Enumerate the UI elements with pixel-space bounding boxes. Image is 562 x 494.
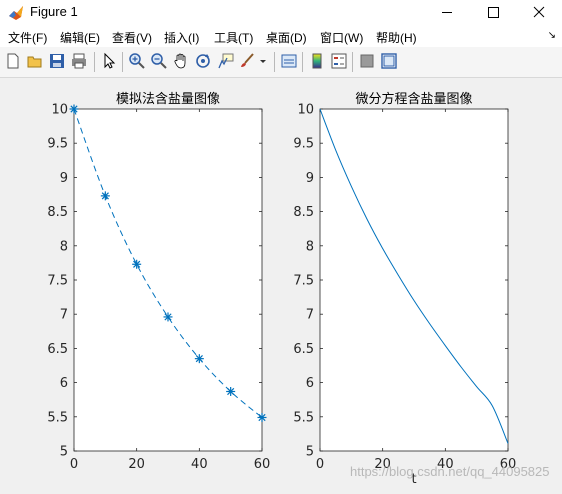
y-tick-label: 10 bbox=[297, 103, 314, 118]
zoom-out-icon[interactable] bbox=[150, 52, 168, 70]
y-tick-label: 8 bbox=[306, 239, 314, 254]
x-tick-label: 60 bbox=[500, 457, 517, 472]
data-point-marker bbox=[163, 312, 173, 322]
y-tick-label: 6.5 bbox=[293, 342, 314, 357]
y-tick-label: 6 bbox=[306, 376, 314, 391]
data-cursor-icon[interactable] bbox=[216, 52, 234, 70]
y-tick-label: 10 bbox=[51, 103, 68, 118]
x-tick-label: 0 bbox=[316, 457, 324, 472]
minimize-button[interactable] bbox=[424, 0, 470, 25]
menu-file[interactable]: 文件(F) bbox=[8, 31, 48, 45]
link-plot-icon[interactable] bbox=[280, 52, 298, 70]
watermark: https://blog.csdn.net/qq_44095825 bbox=[350, 464, 550, 479]
menu-insert[interactable]: 插入(I) bbox=[164, 31, 200, 45]
colorbar-icon[interactable] bbox=[308, 52, 326, 70]
axes-title: 模拟法含盐量图像 bbox=[116, 91, 220, 107]
plot-area bbox=[73, 108, 263, 452]
y-tick-label: 8.5 bbox=[293, 205, 314, 220]
new-file-icon[interactable] bbox=[4, 52, 22, 70]
y-tick-label: 7 bbox=[60, 308, 68, 323]
menu-help[interactable]: 帮助(H) bbox=[376, 31, 417, 45]
menu-desktop[interactable]: 桌面(D) bbox=[266, 31, 307, 45]
toolbar-separator bbox=[122, 52, 123, 72]
data-point-marker bbox=[132, 259, 142, 269]
hide-tools-icon[interactable] bbox=[358, 52, 376, 70]
zoom-in-icon[interactable] bbox=[128, 52, 146, 70]
data-point-marker bbox=[257, 412, 267, 422]
x-tick-label: 40 bbox=[191, 457, 208, 472]
y-tick-label: 9.5 bbox=[293, 137, 314, 152]
window-title: Figure 1 bbox=[30, 4, 78, 19]
maximize-button[interactable] bbox=[470, 0, 516, 25]
menu-tools[interactable]: 工具(T) bbox=[214, 31, 254, 45]
toolbar-separator bbox=[302, 52, 303, 72]
y-tick-label: 9.5 bbox=[47, 137, 68, 152]
print-icon[interactable] bbox=[70, 52, 88, 70]
y-tick-label: 7.5 bbox=[293, 274, 314, 289]
y-tick-label: 7 bbox=[306, 308, 314, 323]
save-icon[interactable] bbox=[48, 52, 66, 70]
close-button[interactable] bbox=[516, 0, 562, 25]
y-tick-label: 5 bbox=[60, 445, 68, 460]
y-tick-label: 9 bbox=[60, 171, 68, 186]
toolbar bbox=[0, 47, 562, 78]
series-line bbox=[73, 108, 263, 418]
pan-icon[interactable] bbox=[172, 52, 190, 70]
x-tick-label: 0 bbox=[70, 457, 78, 472]
y-tick-label: 5.5 bbox=[293, 410, 314, 425]
y-tick-label: 6.5 bbox=[47, 342, 68, 357]
data-point-marker bbox=[194, 354, 204, 364]
menu-view[interactable]: 查看(V) bbox=[112, 31, 152, 45]
rotate-icon[interactable] bbox=[194, 52, 212, 70]
x-tick-label: 20 bbox=[374, 457, 391, 472]
x-tick-label: 40 bbox=[437, 457, 454, 472]
toolbar-separator bbox=[94, 52, 95, 72]
toolbar-toggle-icon[interactable]: ↘ bbox=[547, 30, 556, 41]
data-point-marker bbox=[226, 386, 236, 396]
menu-edit[interactable]: 编辑(E) bbox=[60, 31, 100, 45]
menu-window[interactable]: 窗口(W) bbox=[320, 31, 364, 45]
axes-title: 微分方程含盐量图像 bbox=[355, 91, 472, 107]
axes-1: 模拟法含盐量图像 5 5.5 6 6.5 7 7.5 8 8.5 9 9.5 10 0 20 40 60 bbox=[47, 91, 270, 472]
y-tick-label: 5 bbox=[306, 445, 314, 460]
title-bar: Figure 1 bbox=[0, 0, 562, 25]
toolbar-separator bbox=[352, 52, 353, 72]
y-tick-label: 9 bbox=[306, 171, 314, 186]
y-tick-label: 8 bbox=[60, 239, 68, 254]
plot-area bbox=[319, 108, 509, 452]
series-line bbox=[319, 108, 509, 444]
show-tools-icon[interactable] bbox=[380, 52, 398, 70]
x-axis-label: t bbox=[411, 472, 416, 487]
data-point-marker bbox=[69, 104, 79, 114]
x-tick-label: 20 bbox=[128, 457, 145, 472]
chevron-down-icon[interactable] bbox=[258, 52, 268, 70]
x-tick-label: 60 bbox=[254, 457, 271, 472]
menu-bar: 文件(F) 编辑(E) 查看(V) 插入(I) 工具(T) 桌面(D) 窗口(W… bbox=[0, 25, 562, 47]
data-point-marker bbox=[100, 191, 110, 201]
toolbar-separator bbox=[274, 52, 275, 72]
pointer-icon[interactable] bbox=[100, 52, 118, 70]
legend-icon[interactable] bbox=[330, 52, 348, 70]
open-folder-icon[interactable] bbox=[26, 52, 44, 70]
matlab-icon bbox=[9, 6, 23, 20]
brush-icon[interactable] bbox=[238, 52, 256, 70]
axes-2: 微分方程含盐量图像 5 5.5 6 6.5 7 7.5 8 8.5 9 9.5 10 0 20 40 60 t bbox=[293, 91, 516, 487]
y-tick-label: 8.5 bbox=[47, 205, 68, 220]
y-tick-label: 7.5 bbox=[47, 274, 68, 289]
y-tick-label: 5.5 bbox=[47, 410, 68, 425]
y-tick-label: 6 bbox=[60, 376, 68, 391]
